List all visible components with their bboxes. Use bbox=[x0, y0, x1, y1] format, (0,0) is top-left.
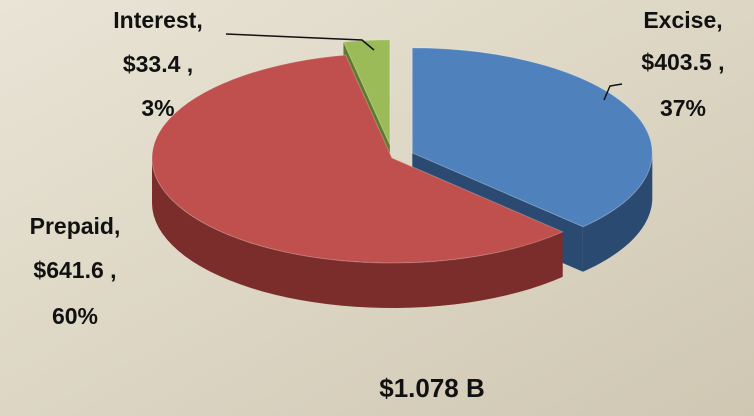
labels: Excise, $403.5 , 37% Prepaid, $641.6 , 60% Int… bbox=[30, 7, 725, 329]
slice bbox=[151, 54, 564, 264]
value-label: $641.6 , bbox=[33, 257, 116, 283]
pie bbox=[151, 39, 653, 308]
slice bbox=[411, 47, 653, 228]
percentage-label: 37% bbox=[660, 95, 706, 121]
percentage-label: 60% bbox=[52, 303, 98, 329]
value-label: $33.4 , bbox=[123, 51, 193, 77]
leader-line bbox=[225, 33, 375, 51]
percentage-label: 3% bbox=[141, 95, 174, 121]
slice bbox=[342, 39, 391, 146]
total-annotation: $1.078 B bbox=[379, 373, 485, 403]
category-label: Interest, bbox=[113, 7, 202, 33]
slice-side bbox=[152, 158, 563, 308]
category-label: Prepaid, bbox=[30, 213, 121, 239]
value-label: $403.5 , bbox=[641, 49, 724, 75]
slice-side bbox=[582, 152, 653, 272]
leader-line bbox=[603, 83, 623, 101]
category-label: Excise, bbox=[643, 7, 722, 33]
